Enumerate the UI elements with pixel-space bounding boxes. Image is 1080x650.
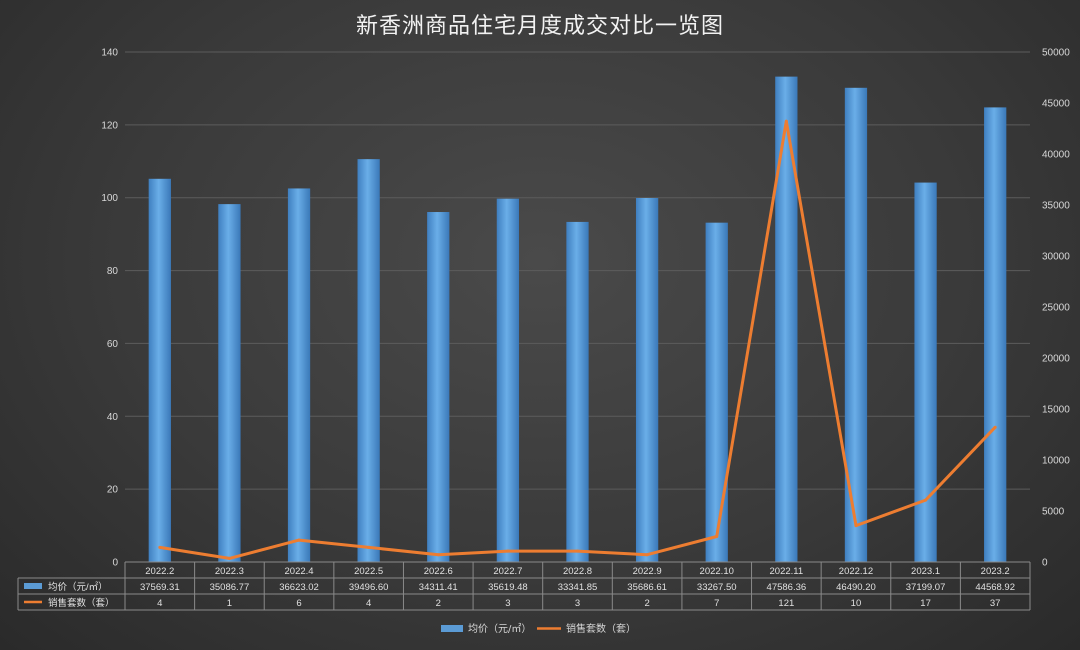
y-left-tick-label: 60 xyxy=(107,339,119,350)
line-point xyxy=(854,524,858,528)
x-category-label: 2022.5 xyxy=(354,566,383,577)
bar xyxy=(914,182,937,562)
line-point xyxy=(645,553,649,557)
table-price-cell: 36623.02 xyxy=(279,582,319,593)
table-price-cell: 35086.77 xyxy=(210,582,250,593)
bar xyxy=(844,87,868,562)
chart-title: 新香洲商品住宅月度成交对比一览图 xyxy=(355,14,724,39)
row-key-bar xyxy=(24,583,42,589)
y-right-tick-label: 45000 xyxy=(1042,99,1070,110)
table-price-cell: 33267.50 xyxy=(697,582,737,593)
table-price-cell: 37569.31 xyxy=(140,582,180,593)
bar xyxy=(496,198,520,562)
line-point xyxy=(576,549,579,553)
y-right-tick-label: 20000 xyxy=(1042,354,1070,365)
y-right-tick-label: 15000 xyxy=(1042,405,1070,416)
table-price-cell: 46490.20 xyxy=(836,582,876,593)
x-category-label: 2022.6 xyxy=(424,566,453,577)
legend-price: 均价（元/㎡） xyxy=(468,623,531,635)
y-left-tick-label: 0 xyxy=(112,558,118,569)
table-sales-cell: 4 xyxy=(366,598,371,609)
row-header-price: 均价（元/㎡） xyxy=(48,581,108,593)
bar xyxy=(218,204,241,563)
line-point xyxy=(506,549,510,553)
line-point xyxy=(993,425,997,429)
bar xyxy=(566,221,589,562)
line-point xyxy=(784,119,788,123)
table-sales-cell: 17 xyxy=(920,598,931,609)
bar xyxy=(357,159,380,562)
y-left-tick-label: 40 xyxy=(107,412,119,423)
table-sales-cell: 7 xyxy=(714,598,719,609)
bar xyxy=(775,76,798,562)
x-category-label: 2022.11 xyxy=(770,566,804,577)
table-sales-cell: 3 xyxy=(575,598,580,609)
line-point xyxy=(367,545,371,549)
x-category-label: 2022.4 xyxy=(285,566,314,577)
table-price-cell: 35686.61 xyxy=(627,582,667,593)
table-sales-cell: 10 xyxy=(851,598,862,609)
table-sales-cell: 3 xyxy=(505,598,510,609)
line-point xyxy=(436,553,440,557)
y-right-tick-label: 0 xyxy=(1042,558,1048,569)
table-price-cell: 39496.60 xyxy=(349,582,389,593)
bar xyxy=(984,107,1007,562)
line-point xyxy=(715,535,719,538)
table-price-cell: 47586.36 xyxy=(767,582,807,593)
table-sales-cell: 2 xyxy=(644,598,649,609)
bar xyxy=(635,197,659,562)
legend-key-bar xyxy=(441,625,463,632)
legend-sales: 销售套数（套） xyxy=(566,622,636,635)
y-left-tick-label: 20 xyxy=(107,485,119,496)
y-right-tick-label: 30000 xyxy=(1042,252,1070,263)
x-category-label: 2022.12 xyxy=(839,566,873,577)
y-right-tick-label: 10000 xyxy=(1042,456,1070,467)
table-sales-cell: 2 xyxy=(436,598,441,609)
y-right-tick-label: 40000 xyxy=(1042,150,1070,161)
table-sales-cell: 1 xyxy=(227,598,232,609)
x-category-label: 2022.10 xyxy=(700,566,734,577)
table-sales-cell: 4 xyxy=(157,598,162,609)
line-point xyxy=(227,556,231,560)
table-price-cell: 44568.92 xyxy=(975,582,1015,593)
x-category-label: 2022.3 xyxy=(215,566,244,577)
x-category-label: 2022.8 xyxy=(563,566,592,577)
table-sales-cell: 6 xyxy=(296,598,301,609)
line-point xyxy=(297,538,301,542)
bar xyxy=(427,212,450,562)
bar xyxy=(705,222,728,562)
x-category-label: 2023.2 xyxy=(981,566,1010,577)
y-right-tick-label: 5000 xyxy=(1042,507,1065,518)
y-right-tick-label: 50000 xyxy=(1042,48,1070,59)
y-right-tick-label: 25000 xyxy=(1042,303,1070,314)
x-category-label: 2022.9 xyxy=(633,566,662,577)
bar xyxy=(287,188,311,562)
table-price-cell: 34311.41 xyxy=(419,582,458,593)
table-sales-cell: 37 xyxy=(990,598,1001,609)
x-category-label: 2022.7 xyxy=(493,566,522,577)
y-left-tick-label: 120 xyxy=(101,120,118,131)
line-point xyxy=(158,545,162,549)
bar xyxy=(148,178,171,563)
y-left-tick-label: 80 xyxy=(107,266,119,277)
x-category-label: 2022.2 xyxy=(145,566,174,577)
y-left-tick-label: 100 xyxy=(101,193,118,204)
table-price-cell: 33341.85 xyxy=(558,582,598,593)
table-sales-cell: 121 xyxy=(778,598,794,609)
table-price-cell: 37199.07 xyxy=(906,582,946,593)
x-category-label: 2023.1 xyxy=(911,566,940,577)
line-point xyxy=(924,498,928,502)
table-price-cell: 35619.48 xyxy=(488,582,528,593)
y-left-tick-label: 140 xyxy=(101,48,118,59)
row-header-sales: 销售套数（套） xyxy=(48,597,115,609)
y-right-tick-label: 35000 xyxy=(1042,201,1070,212)
